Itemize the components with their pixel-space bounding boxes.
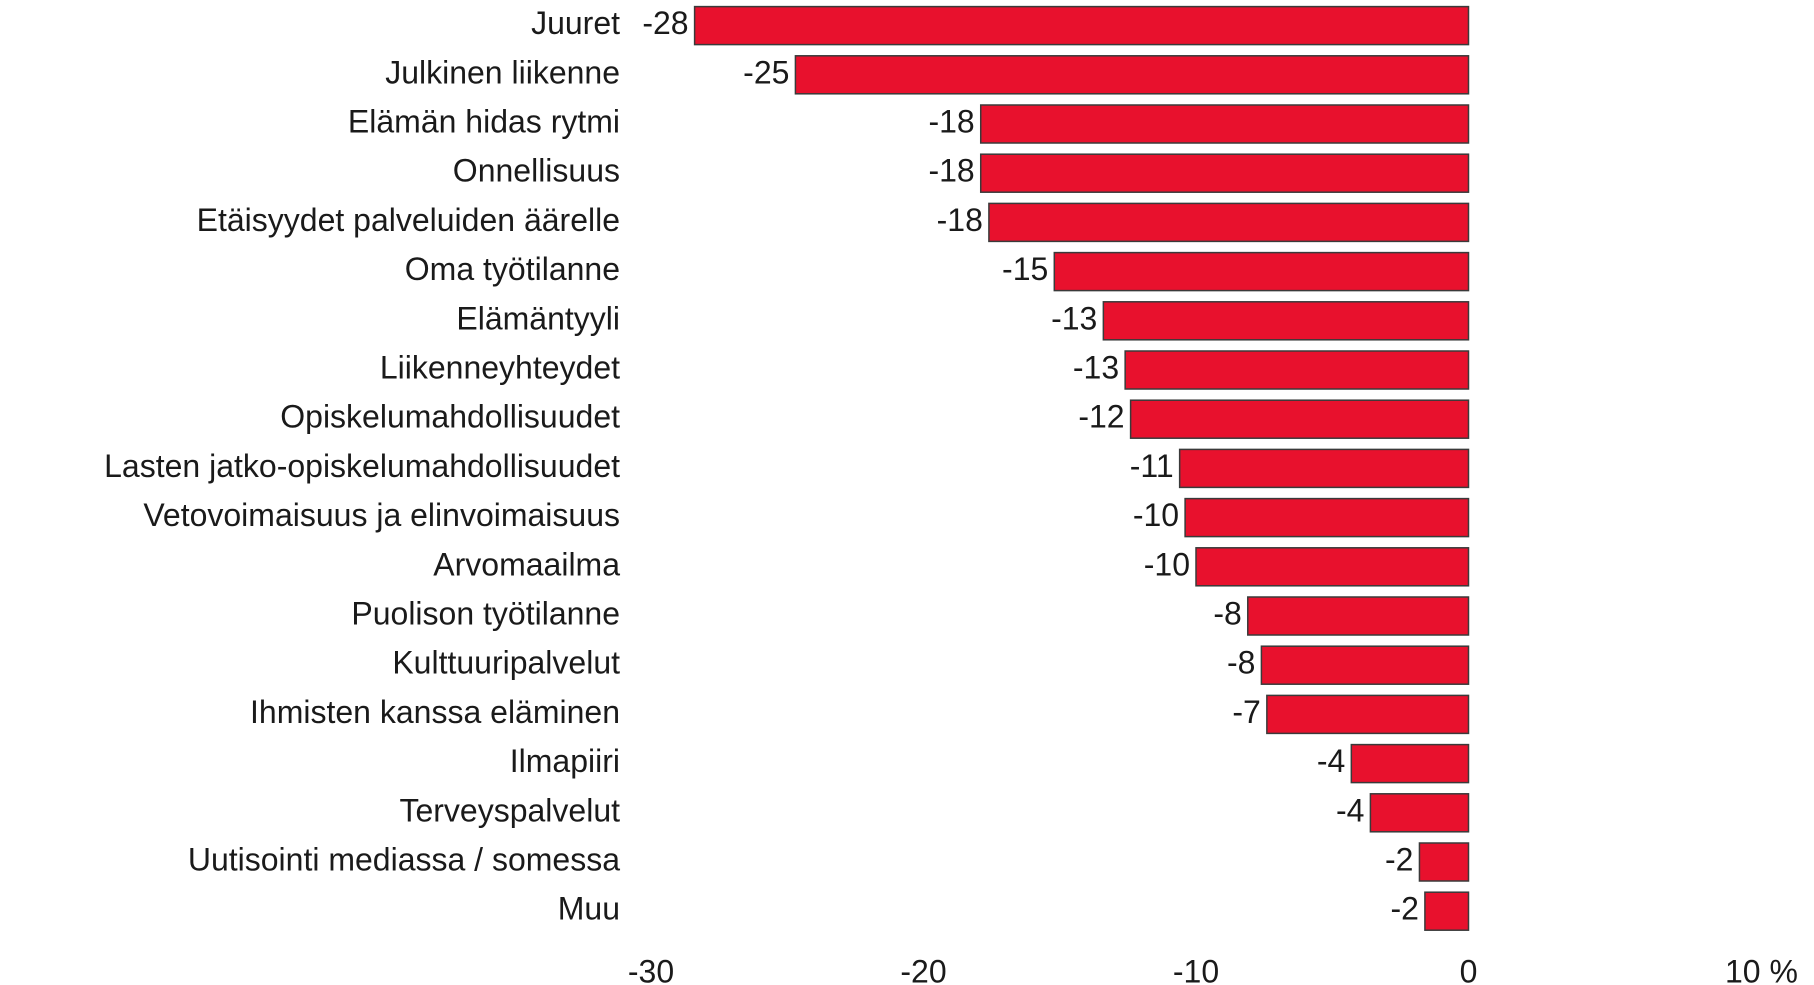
y-tick-label: Liikenneyhteydet xyxy=(380,349,620,385)
x-tick-label: 0 xyxy=(1460,953,1478,985)
bar xyxy=(979,104,1470,144)
y-tick-label: Onnellisuus xyxy=(453,153,620,189)
y-tick-label: Etäisyydet palveluiden äärelle xyxy=(197,202,620,238)
bar xyxy=(988,202,1470,243)
bar xyxy=(1260,645,1470,685)
value-label: -11 xyxy=(1130,448,1174,484)
x-tick-label: -30 xyxy=(628,953,674,985)
y-tick-label: Elämän hidas rytmi xyxy=(348,103,620,139)
y-tick-label: Elämäntyyli xyxy=(456,300,620,336)
value-label: -4 xyxy=(1317,743,1345,779)
y-tick-label: Kulttuuripalvelut xyxy=(392,645,620,681)
value-label: -25 xyxy=(743,54,789,90)
y-tick-label: Arvomaailma xyxy=(433,546,620,582)
bar xyxy=(979,153,1470,193)
value-label: -2 xyxy=(1385,841,1413,877)
y-tick-label: Terveyspalvelut xyxy=(399,792,620,828)
y-tick-label: Juuret xyxy=(531,5,620,41)
bar xyxy=(1195,547,1470,587)
value-label: -18 xyxy=(937,202,983,238)
value-label: -13 xyxy=(1051,300,1097,336)
value-label: -7 xyxy=(1232,694,1260,730)
value-label: -2 xyxy=(1390,891,1418,927)
bar xyxy=(1247,596,1470,636)
y-tick-label: Vetovoimaisuus ja elinvoimaisuus xyxy=(143,497,620,533)
value-label: -10 xyxy=(1133,497,1179,533)
bar xyxy=(1418,842,1470,882)
value-label: -28 xyxy=(642,5,688,41)
bar xyxy=(1178,448,1470,489)
bar xyxy=(1124,350,1470,390)
value-label: -8 xyxy=(1227,645,1255,681)
value-label: -4 xyxy=(1336,792,1364,828)
value-label: -10 xyxy=(1144,546,1190,582)
y-tick-label: Opiskelumahdollisuudet xyxy=(280,399,620,435)
x-tick-label: 10 % xyxy=(1725,953,1798,985)
y-tick-label: Ihmisten kanssa eläminen xyxy=(250,694,620,730)
value-label: -18 xyxy=(928,103,974,139)
y-tick-label: Oma työtilanne xyxy=(405,251,620,287)
y-tick-label: Lasten jatko-opiskelumahdollisuudet xyxy=(104,448,620,484)
bar xyxy=(1350,743,1470,784)
bar xyxy=(794,55,1470,95)
bar xyxy=(1424,891,1470,931)
y-tick-label: Muu xyxy=(558,891,620,927)
y-tick-label: Ilmapiiri xyxy=(510,743,620,779)
y-tick-label: Julkinen liikenne xyxy=(385,54,620,90)
y-tick-label: Uutisointi mediassa / somessa xyxy=(188,841,620,877)
bar xyxy=(1266,694,1470,735)
x-tick-label: -20 xyxy=(900,953,946,985)
bar xyxy=(1369,793,1470,833)
value-label: -18 xyxy=(928,153,974,189)
bar xyxy=(693,5,1470,46)
bar xyxy=(1053,251,1470,292)
value-label: -13 xyxy=(1073,349,1119,385)
bar xyxy=(1184,497,1470,538)
bar xyxy=(1129,399,1470,439)
bar xyxy=(1102,301,1470,341)
value-label: -15 xyxy=(1002,251,1048,287)
value-label: -12 xyxy=(1078,399,1124,435)
x-tick-label: -10 xyxy=(1173,953,1219,985)
value-label: -8 xyxy=(1213,595,1241,631)
y-tick-label: Puolison työtilanne xyxy=(351,595,620,631)
